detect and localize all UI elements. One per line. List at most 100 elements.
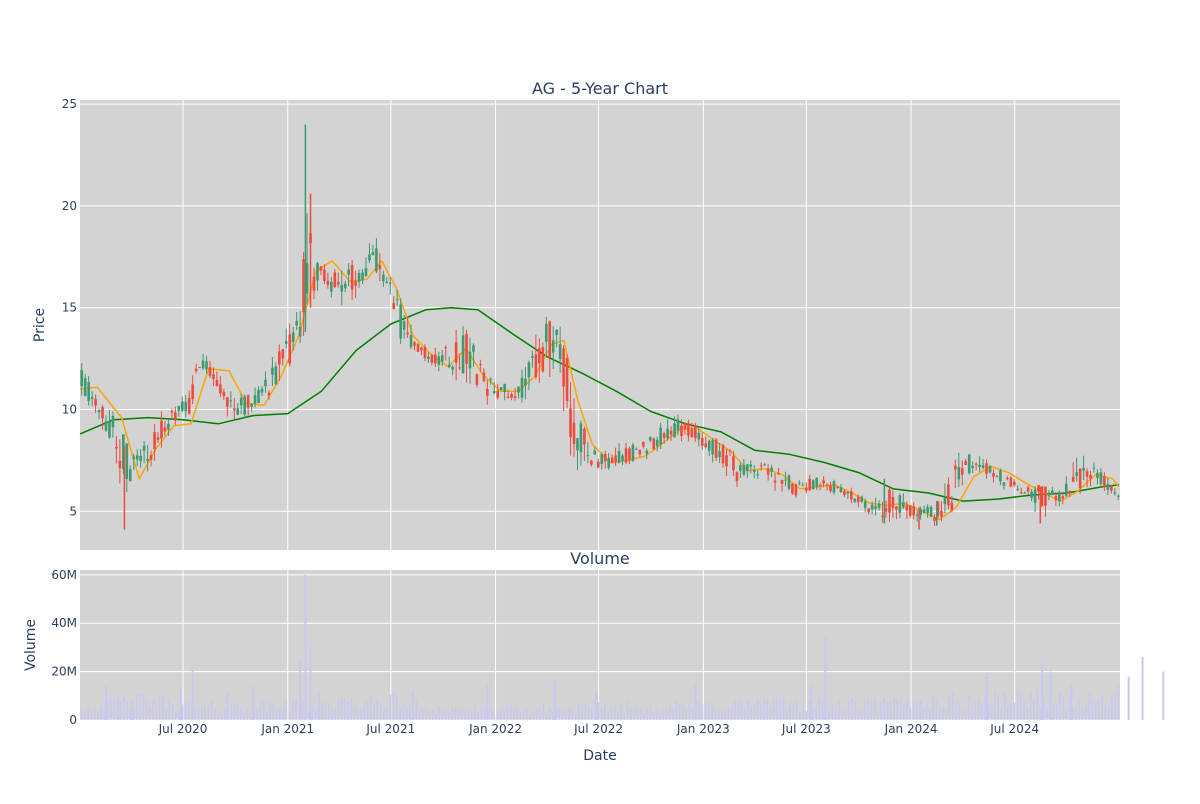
candle-body <box>517 386 520 393</box>
short-moving-average <box>79 260 1120 521</box>
volume-bar <box>386 709 388 720</box>
candle-body <box>732 456 735 471</box>
volume-bar <box>509 705 512 720</box>
volume-bar <box>483 705 486 720</box>
candle-body <box>943 497 947 505</box>
candle-body <box>174 412 177 421</box>
volume-bar <box>279 708 281 720</box>
candle-body <box>132 456 136 460</box>
volume-bar <box>854 701 856 720</box>
candle-body <box>496 390 500 398</box>
candle-body <box>149 455 153 460</box>
volume-bar <box>165 708 167 720</box>
candle-body <box>1023 492 1026 494</box>
volume-bar <box>145 699 148 720</box>
volume-bar <box>188 701 190 720</box>
candle-body <box>350 265 354 290</box>
candle-body <box>1071 476 1075 482</box>
candle-body <box>770 467 773 472</box>
candle-body <box>676 419 680 431</box>
volume-bar <box>581 705 583 720</box>
volume-bar <box>756 699 759 720</box>
volume-bar <box>1065 709 1068 720</box>
x-tick-label: Jul 2024 <box>989 722 1039 736</box>
volume-bar <box>776 695 778 720</box>
volume-bar <box>750 705 752 720</box>
candle-body <box>600 454 604 464</box>
volume-bar <box>824 637 827 720</box>
volume-bar <box>1104 705 1107 720</box>
candle-body <box>402 321 406 330</box>
candle-body <box>531 356 534 358</box>
volume-bar <box>721 708 723 720</box>
volume-bar <box>877 710 879 720</box>
candle-body <box>1099 472 1103 484</box>
candle-body <box>735 472 739 481</box>
volume-bar <box>795 700 798 720</box>
candle-body <box>354 281 357 286</box>
candle-body <box>794 484 798 496</box>
candle-body <box>700 437 704 446</box>
volume-bar <box>678 703 681 720</box>
candle-body <box>239 397 243 406</box>
volume-bar <box>831 705 834 720</box>
volume-bar <box>779 698 782 720</box>
volume-bar <box>727 707 730 720</box>
volume-bar <box>226 693 229 720</box>
candle-body <box>1113 492 1117 494</box>
volume-bar <box>571 708 574 720</box>
volume-bar <box>981 703 983 720</box>
volume-bar <box>448 711 450 720</box>
candle-body <box>1019 492 1023 494</box>
candle-body <box>80 370 84 387</box>
volume-bar <box>314 710 317 720</box>
candle-body <box>777 473 780 475</box>
volume-bar <box>694 683 697 720</box>
candle-body <box>659 427 662 445</box>
candle-body <box>156 437 160 440</box>
candle-body <box>954 465 957 470</box>
volume-bars <box>80 574 1165 720</box>
volume-bar <box>152 700 154 720</box>
candle-body <box>406 332 409 335</box>
volume-bar <box>438 706 440 720</box>
volume-bar <box>1075 706 1077 720</box>
long-moving-average-line <box>79 306 1119 502</box>
volume-bar <box>97 712 99 720</box>
candle-body <box>773 480 777 483</box>
candle-body <box>135 455 139 460</box>
volume-bar <box>162 696 164 720</box>
volume-bar <box>617 710 619 720</box>
volume-bar <box>873 698 876 720</box>
candle-body <box>610 457 614 463</box>
volume-bar <box>402 704 405 720</box>
volume-bar <box>422 709 424 720</box>
volume-bar <box>379 703 382 720</box>
candle-body <box>288 334 292 364</box>
volume-bar <box>906 698 908 720</box>
volume-bar <box>675 699 678 720</box>
volume-bar <box>730 705 733 720</box>
volume-bar <box>1068 695 1071 720</box>
candle-body <box>163 427 167 432</box>
volume-bar <box>620 704 622 720</box>
candle-body <box>226 397 229 407</box>
candle-body <box>250 403 253 407</box>
candle-body <box>312 276 316 291</box>
volume-bar <box>155 706 158 720</box>
volume-bar <box>1007 705 1009 720</box>
candle-body <box>97 409 101 413</box>
candle-body <box>759 465 763 467</box>
volume-bar <box>131 700 133 720</box>
candle-body <box>985 463 988 474</box>
volume-bar <box>545 714 548 720</box>
x-tick-label: Jul 2022 <box>573 722 623 736</box>
volume-bar <box>262 699 265 720</box>
candle-body <box>440 355 444 362</box>
volume-bar <box>500 709 502 720</box>
volume-bar <box>997 694 999 720</box>
candle-body <box>648 436 652 441</box>
candle-body <box>673 423 676 438</box>
candle-body <box>596 461 600 468</box>
volume-bar <box>350 698 353 720</box>
